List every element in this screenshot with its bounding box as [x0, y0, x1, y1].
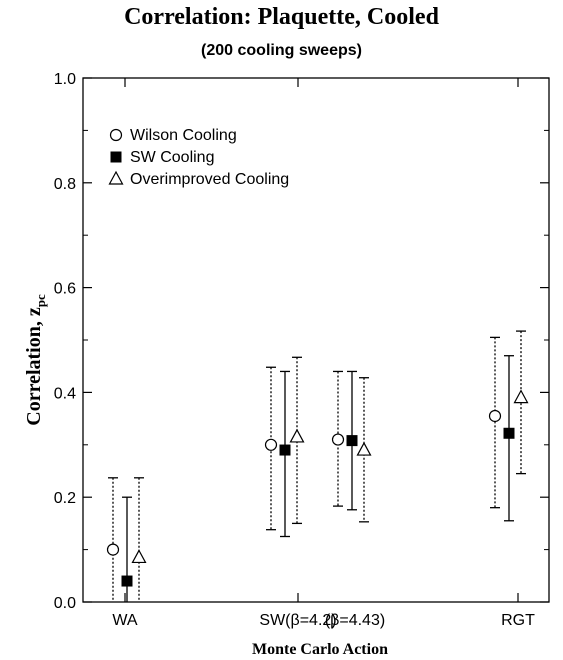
y-tick-label: 1.0 — [54, 71, 76, 88]
series-sw-cooling — [121, 355, 515, 602]
legend-label: SW Cooling — [130, 149, 214, 166]
legend-label: Overimproved Cooling — [130, 171, 289, 188]
y-axis-title-sub: pc — [33, 294, 48, 307]
series-overimproved-cooling — [131, 330, 529, 602]
legend-marker — [108, 170, 124, 185]
x-tick-label: WA — [112, 612, 138, 629]
x-tick-label: SW(β=4.2) — [259, 612, 336, 629]
data-point — [331, 433, 345, 446]
legend-marker — [110, 151, 122, 163]
legend-item: SW Cooling — [110, 149, 214, 166]
x-tick-label: (β=4.43) — [325, 612, 385, 629]
chart-title: Correlation: Plaquette, Cooled — [124, 4, 439, 30]
svg-text:Correlation, zpc: Correlation, zpc — [23, 294, 48, 426]
data-point — [346, 435, 358, 447]
y-axis-title-main: Correlation, z — [23, 307, 45, 426]
data-point — [488, 409, 502, 423]
data-point — [289, 428, 305, 443]
data-point — [106, 543, 120, 556]
legend-item: Overimproved Cooling — [108, 170, 289, 188]
data-point — [503, 427, 515, 439]
series-wilson-cooling — [106, 336, 502, 602]
y-tick-label: 0.6 — [54, 281, 76, 298]
data-point — [264, 438, 278, 451]
y-tick-label: 0.4 — [54, 385, 76, 402]
legend-label: Wilson Cooling — [130, 127, 237, 144]
y-tick-label: 0.0 — [54, 595, 76, 612]
y-tick-label: 0.2 — [54, 490, 76, 507]
data-point — [356, 441, 372, 456]
data-point — [279, 444, 291, 456]
data-point — [121, 575, 133, 587]
legend-marker — [109, 128, 123, 142]
data-point — [131, 549, 147, 564]
x-axis-title: Monte Carlo Action — [252, 641, 388, 658]
data-point — [513, 389, 529, 404]
legend-item: Wilson Cooling — [109, 127, 237, 144]
y-axis-title: Correlation, zpc — [23, 294, 48, 426]
y-tick-label: 0.8 — [54, 176, 76, 193]
chart-subtitle: (200 cooling sweeps) — [201, 42, 362, 59]
x-tick-label: RGT — [501, 612, 535, 629]
